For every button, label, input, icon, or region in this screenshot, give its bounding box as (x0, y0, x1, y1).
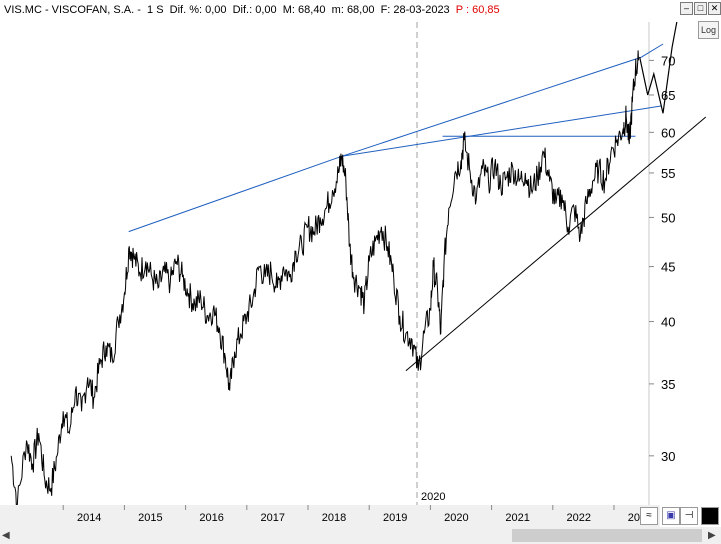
bottom-toolbar: ≈ ▣ ⊣ (638, 507, 721, 525)
y-axis-ticks: 30 35 40 45 50 55 60 65 70 (649, 53, 675, 464)
title-info: VIS.MC - VISCOFAN, S.A. - 1 S Dif. %: 0,… (4, 4, 456, 16)
scroll-thumb[interactable] (512, 529, 702, 542)
x-tick-label: 2019 (383, 512, 407, 524)
x-tick-label: 2021 (505, 512, 529, 524)
black-square-icon[interactable] (701, 507, 719, 525)
x-tick-label: 2018 (322, 512, 346, 524)
y-tick-label: 30 (661, 449, 675, 464)
horizontal-scrollbar[interactable]: ◀ ▶ (0, 527, 721, 544)
y-tick-label: 40 (661, 315, 675, 330)
y-tick-label: 50 (661, 210, 675, 225)
chart-titlebar: VIS.MC - VISCOFAN, S.A. - 1 S Dif. %: 0,… (0, 0, 721, 22)
last-price-label: P : 60,85 (455, 4, 500, 16)
price-line (10, 50, 639, 511)
chart-title: VIS.MC - VISCOFAN, S.A. - 1 S Dif. %: 0,… (4, 4, 500, 16)
x-tick-label: 2020 (444, 512, 468, 524)
y-tick-label: 45 (661, 260, 675, 275)
upper-channel-extension (641, 43, 664, 58)
projection-path (639, 0, 682, 114)
scroll-right-icon[interactable]: ▶ (708, 530, 716, 541)
y-tick-label: 55 (661, 166, 675, 181)
y-tick-label: 70 (661, 53, 675, 68)
x-tick-label: 2015 (138, 512, 162, 524)
maximize-button[interactable]: □ (694, 2, 707, 15)
price-series (10, 50, 639, 511)
y-tick-label: 65 (661, 88, 675, 103)
support-trendline (405, 116, 707, 372)
pin-icon[interactable]: ⊣ (680, 507, 698, 525)
log-scale-button[interactable]: Log (698, 21, 719, 39)
x-axis-labels: 2014201520162017201820192020202120222023 (62, 505, 652, 524)
year-marker-label: 2020 (421, 491, 445, 503)
x-tick-label: 2017 (261, 512, 285, 524)
mid-trendline (341, 105, 662, 157)
x-axis: 2014201520162017201820192020202120222023 (0, 505, 660, 527)
x-tick-label: 2022 (567, 512, 591, 524)
close-button[interactable]: ✕ (708, 2, 721, 15)
x-tick-label: 2016 (199, 512, 223, 524)
y-tick-label: 60 (661, 125, 675, 140)
y-tick-label: 35 (661, 377, 675, 392)
x-tick-label: 2014 (77, 512, 101, 524)
minimize-button[interactable]: – (680, 2, 693, 15)
save-icon[interactable]: ▣ (662, 507, 680, 525)
wave-icon[interactable]: ≈ (640, 507, 658, 525)
scroll-left-icon[interactable]: ◀ (2, 530, 10, 541)
